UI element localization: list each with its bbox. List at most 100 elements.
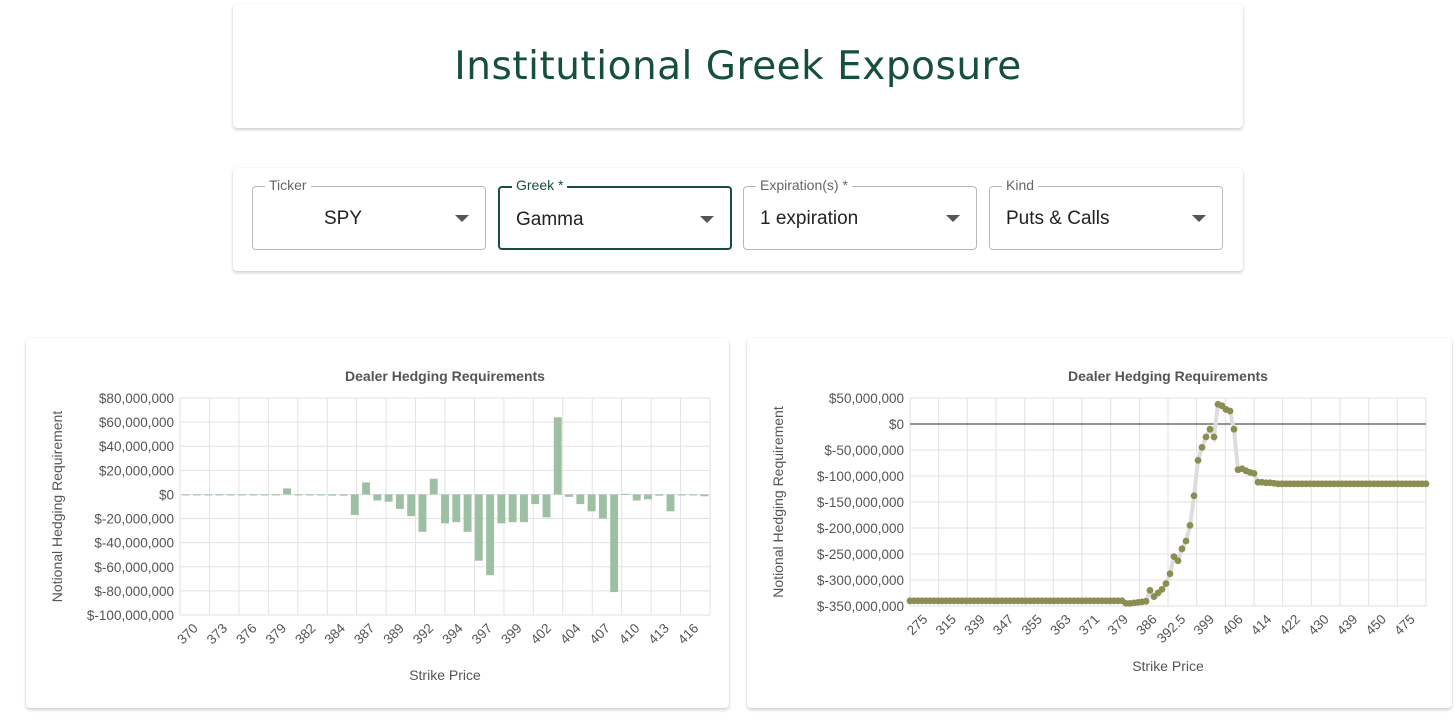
x-axis-label: Strike Price (409, 667, 481, 683)
x-tick-label: 414 (1248, 611, 1275, 638)
bar (283, 488, 292, 495)
chevron-down-icon (1192, 215, 1206, 222)
x-tick-label: 430 (1305, 612, 1332, 639)
x-tick-label: 413 (645, 621, 672, 648)
bar (215, 494, 224, 496)
x-tick-label: 402 (528, 621, 555, 648)
data-point (1190, 492, 1198, 500)
y-tick-label: $-80,000,000 (94, 584, 174, 599)
data-point (1250, 470, 1258, 477)
data-point (1226, 407, 1234, 415)
bar (429, 478, 438, 495)
y-tick-label: $20,000,000 (99, 463, 174, 478)
greek-select[interactable]: Greek * Gamma (498, 177, 732, 250)
bar (260, 494, 269, 496)
ticker-label: Ticker (265, 177, 311, 193)
data-point (1206, 425, 1214, 433)
x-tick-label: 382 (292, 621, 319, 648)
x-tick-label: 389 (380, 621, 407, 648)
bar (181, 494, 190, 496)
x-tick-label: 416 (675, 621, 702, 648)
y-tick-label: $-40,000,000 (94, 536, 174, 551)
bar (384, 494, 393, 502)
bar (610, 494, 619, 593)
y-tick-label: $-250,000,000 (817, 547, 904, 562)
y-tick-label: $-300,000,000 (817, 573, 904, 588)
x-tick-label: 397 (469, 621, 496, 648)
x-tick-label: 407 (587, 621, 614, 648)
x-axis-label: Strike Price (1132, 658, 1204, 674)
data-point (1230, 425, 1238, 433)
bar (519, 494, 528, 523)
bar (677, 494, 686, 496)
bar (395, 494, 404, 509)
expiration-label: Expiration(s) * (756, 177, 852, 193)
bar (317, 494, 325, 496)
bar (339, 494, 348, 496)
x-tick-label: 347 (990, 612, 1017, 639)
y-axis-label: Notional Hedging Requirement (770, 406, 786, 598)
x-tick-label: 384 (322, 620, 349, 647)
bar (362, 482, 371, 495)
y-tick-label: $-200,000,000 (817, 521, 904, 536)
bar (700, 494, 709, 497)
kind-label: Kind (1002, 177, 1039, 193)
y-tick-label: $-50,000,000 (824, 443, 904, 458)
x-tick-label: 422 (1277, 612, 1304, 639)
bar (441, 494, 449, 524)
data-point (1166, 570, 1174, 578)
data-point (1210, 433, 1218, 441)
controls-card: Ticker SPY Greek * Gamma Expiration(s) *… (233, 168, 1243, 271)
ticker-select[interactable]: Ticker SPY (252, 177, 486, 250)
data-point (1182, 537, 1190, 545)
bar (463, 494, 472, 532)
bar (204, 494, 213, 496)
bar (497, 494, 506, 524)
bar-chart: Dealer Hedging Requirements $80,000,000 $6… (49, 368, 711, 683)
chevron-down-icon (455, 215, 469, 222)
bar (271, 494, 280, 496)
bar (553, 417, 562, 495)
bar (655, 494, 664, 496)
data-point (1198, 444, 1206, 451)
x-tick-label: 392 (410, 621, 437, 648)
data-point (1202, 433, 1210, 441)
expiration-select[interactable]: Expiration(s) * 1 expiration (743, 177, 977, 250)
bar (644, 494, 652, 500)
y-tick-label: $-100,000,000 (87, 608, 174, 623)
x-tick-label: 410 (616, 621, 643, 648)
y-tick-label: $-350,000,000 (817, 599, 904, 614)
bar (621, 493, 630, 495)
bar (531, 494, 540, 505)
y-tick-label: $0 (159, 487, 174, 502)
title-card: Institutional Greek Exposure (233, 4, 1243, 128)
bar (576, 494, 585, 505)
bar (542, 494, 551, 518)
x-tick-label: 373 (204, 621, 231, 648)
bar (192, 494, 201, 496)
x-tick-label: 379 (263, 621, 290, 648)
bar (238, 494, 246, 496)
data-point (1186, 522, 1194, 529)
y-tick-label: $80,000,000 (99, 391, 174, 406)
x-tick-label: 450 (1363, 612, 1390, 639)
bar (508, 494, 517, 523)
chart-title: Dealer Hedging Requirements (1068, 368, 1268, 384)
bar (587, 494, 596, 512)
data-point (1174, 557, 1182, 565)
y-tick-label: $60,000,000 (99, 415, 174, 430)
expiration-value: 1 expiration (760, 208, 859, 229)
x-tick-label: 394 (439, 620, 466, 647)
x-tick-label: 376 (233, 621, 260, 648)
bar (452, 494, 461, 523)
bar (632, 494, 641, 501)
data-point (1422, 480, 1430, 488)
x-tick-label: 363 (1047, 612, 1074, 639)
x-tick-label: 404 (557, 620, 584, 647)
x-tick-label: 392.5 (1154, 612, 1189, 647)
greek-value: Gamma (516, 209, 584, 230)
kind-select[interactable]: Kind Puts & Calls (989, 177, 1223, 250)
y-tick-label: $0 (889, 417, 904, 432)
bar (305, 494, 314, 496)
bar (689, 494, 698, 496)
